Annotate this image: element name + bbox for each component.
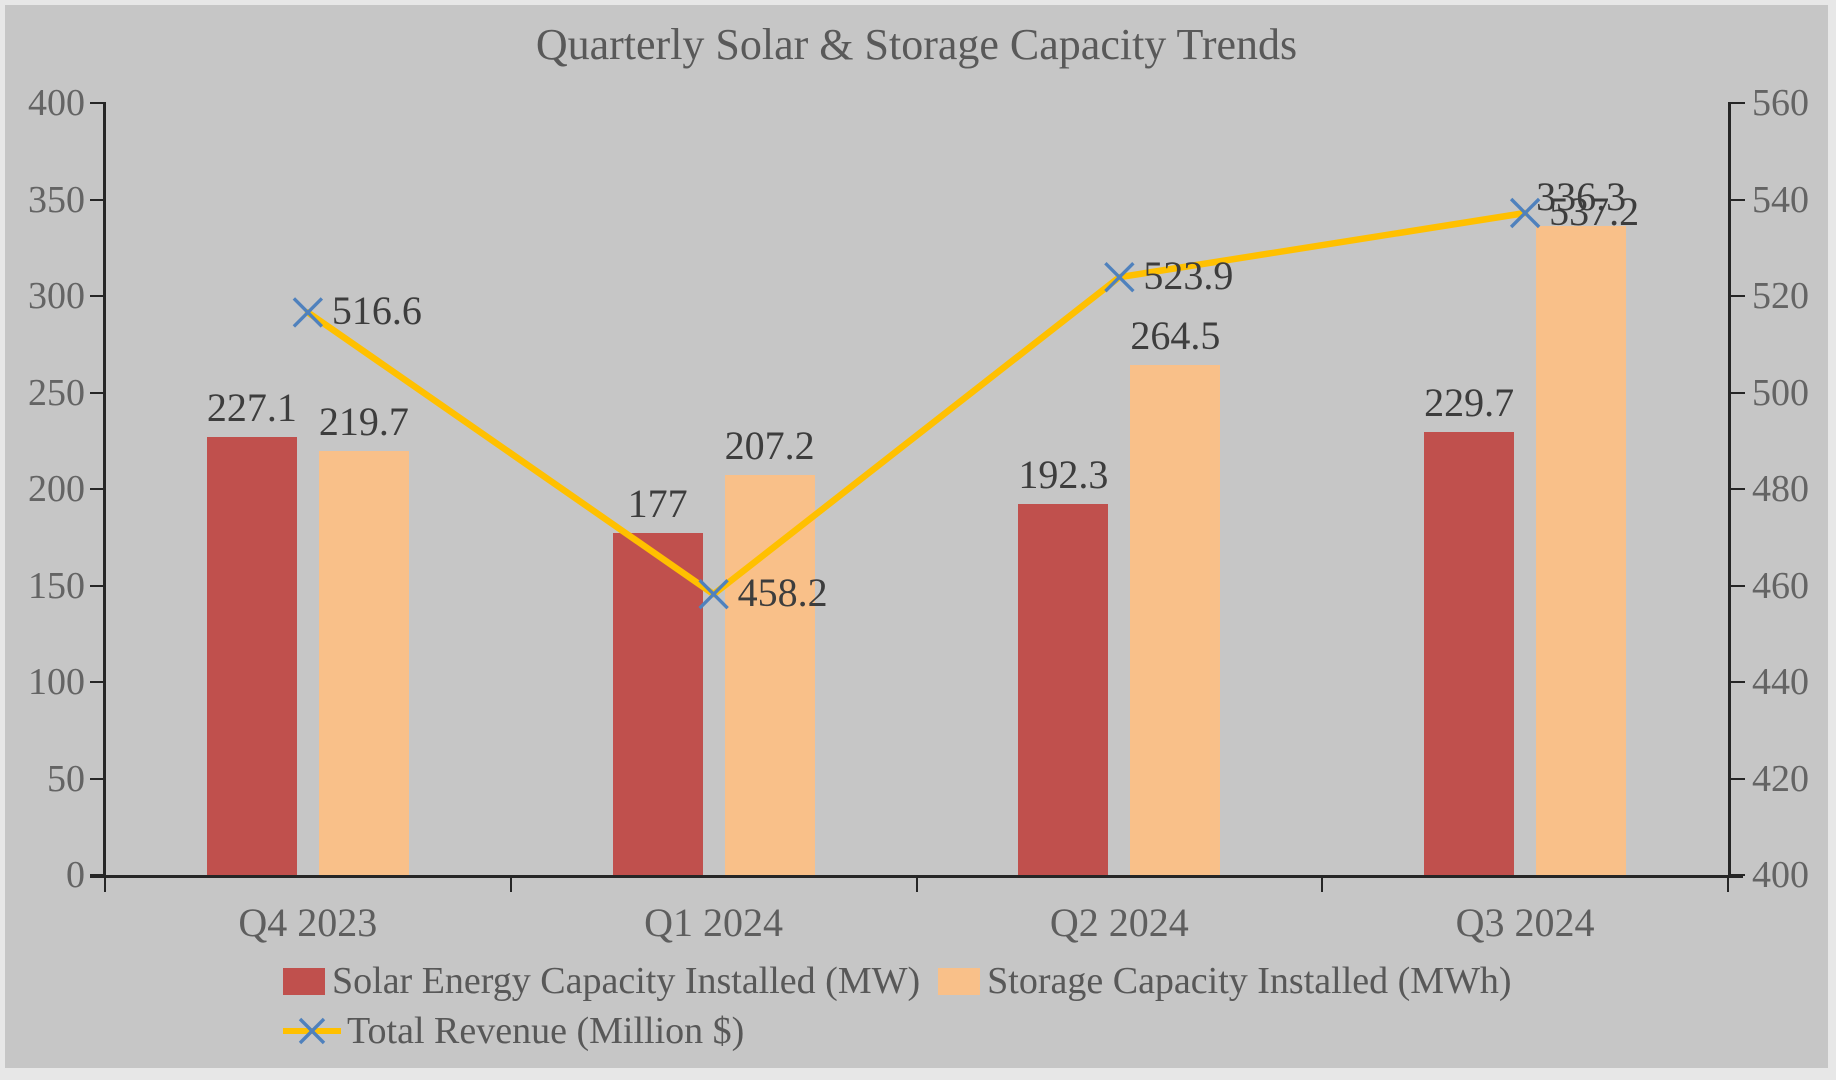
revenue-line-layer [292, 197, 1541, 610]
bar-value-label: 229.7 [1424, 379, 1515, 425]
left-axis-tick-label: 0 [66, 854, 85, 896]
right-axis-tick-label: 500 [1752, 371, 1809, 414]
legend-swatch-solar [283, 967, 325, 995]
legend-swatch-storage [938, 967, 981, 995]
left-axis-tick [90, 874, 104, 876]
legend-label-revenue: Total Revenue (Million $) [347, 1010, 745, 1052]
x-axis-tick [1727, 877, 1729, 892]
revenue-value-label: 458.2 [737, 570, 828, 616]
left-axis-tick [90, 295, 104, 297]
bar-value-label: 177 [627, 481, 688, 527]
bar-storage [724, 475, 815, 875]
x-axis-label: Q2 2024 [1049, 900, 1189, 945]
left-axis-tick-label: 350 [28, 178, 85, 221]
right-axis-tick [1731, 584, 1745, 587]
bar-value-label: 264.5 [1130, 312, 1221, 358]
bar-solar [1018, 503, 1109, 875]
left-axis-tick-label: 250 [28, 371, 85, 414]
bar-value-label: 207.2 [724, 423, 815, 469]
x-axis-label: Q4 2023 [238, 900, 378, 945]
x-axis-tick [509, 877, 512, 892]
right-axis-tick [1731, 681, 1745, 683]
bar-value-label: 336.3 [1536, 173, 1627, 219]
chart-title: Quarterly Solar & Storage Capacity Trend… [535, 20, 1298, 69]
plot-canvas: Quarterly Solar & Storage Capacity Trend… [5, 5, 1828, 1068]
legend-label-solar: Solar Energy Capacity Installed (MW) [332, 960, 921, 1002]
left-axis-tick [90, 391, 104, 394]
revenue-x-marker-icon [292, 297, 324, 328]
legend-line-marker [283, 1013, 341, 1049]
left-axis-tick-label: 50 [47, 757, 85, 800]
bar-solar [1424, 431, 1515, 875]
bar-storage [1536, 225, 1627, 875]
x-axis-label: Q1 2024 [644, 900, 784, 945]
revenue-value-label: 523.9 [1143, 253, 1234, 299]
left-axis-tick [90, 198, 104, 201]
left-axis-tick [90, 488, 104, 490]
right-axis-tick-label: 420 [1752, 757, 1809, 800]
bar-solar [206, 436, 297, 875]
legend-x-marker-icon [298, 1017, 326, 1045]
legend-label-storage: Storage Capacity Installed (MWh) [987, 960, 1512, 1002]
left-axis-line [103, 102, 106, 876]
legend-row-2: Total Revenue (Million $) [283, 1006, 1512, 1056]
right-axis-tick-label: 480 [1752, 468, 1809, 510]
right-axis-tick-label: 400 [1752, 854, 1809, 896]
x-axis-line [90, 875, 1743, 878]
right-axis-tick-label: 560 [1752, 82, 1809, 124]
right-axis-tick [1731, 102, 1745, 104]
x-axis-label: Q3 2024 [1455, 900, 1595, 945]
left-axis-tick-label: 150 [28, 564, 85, 607]
revenue-x-marker-icon [1509, 197, 1541, 229]
bar-value-label: 192.3 [1018, 451, 1109, 497]
right-axis-tick [1731, 874, 1745, 876]
right-axis-tick [1731, 777, 1745, 780]
right-axis-tick [1731, 488, 1745, 490]
bar-value-label: 219.7 [318, 398, 409, 444]
revenue-value-label: 537.2 [1549, 189, 1640, 234]
right-axis-tick [1731, 198, 1745, 201]
left-axis-tick [90, 681, 104, 683]
bar-storage [1130, 364, 1221, 875]
right-axis-tick [1731, 391, 1745, 394]
right-axis-tick-label: 520 [1752, 275, 1809, 317]
right-axis-line [1728, 102, 1731, 876]
left-axis-tick-label: 100 [28, 661, 85, 703]
right-axis-tick-label: 440 [1752, 661, 1809, 703]
revenue-x-marker-icon [698, 578, 729, 610]
legend-row-1: Solar Energy Capacity Installed (MW) Sto… [283, 956, 1512, 1006]
left-axis-tick-label: 400 [28, 82, 85, 124]
revenue-value-label: 516.6 [331, 288, 422, 334]
right-axis-tick [1731, 295, 1745, 297]
x-axis-tick [104, 877, 106, 892]
x-axis-tick [915, 877, 918, 892]
x-axis-tick [1321, 877, 1324, 892]
bar-value-label: 227.1 [206, 384, 297, 430]
left-axis-tick-label: 200 [28, 468, 85, 510]
bar-solar [612, 533, 703, 875]
left-axis-tick [90, 777, 104, 780]
right-axis-tick-label: 540 [1752, 178, 1809, 221]
left-axis-tick [90, 584, 104, 587]
right-axis-tick-label: 460 [1752, 564, 1809, 607]
left-axis-tick-label: 300 [28, 275, 85, 317]
left-axis-tick [90, 102, 104, 104]
bar-storage [318, 450, 409, 875]
revenue-line [304, 209, 1529, 598]
legend: Solar Energy Capacity Installed (MW) Sto… [283, 956, 1512, 1056]
revenue-x-marker-icon [1104, 261, 1135, 293]
